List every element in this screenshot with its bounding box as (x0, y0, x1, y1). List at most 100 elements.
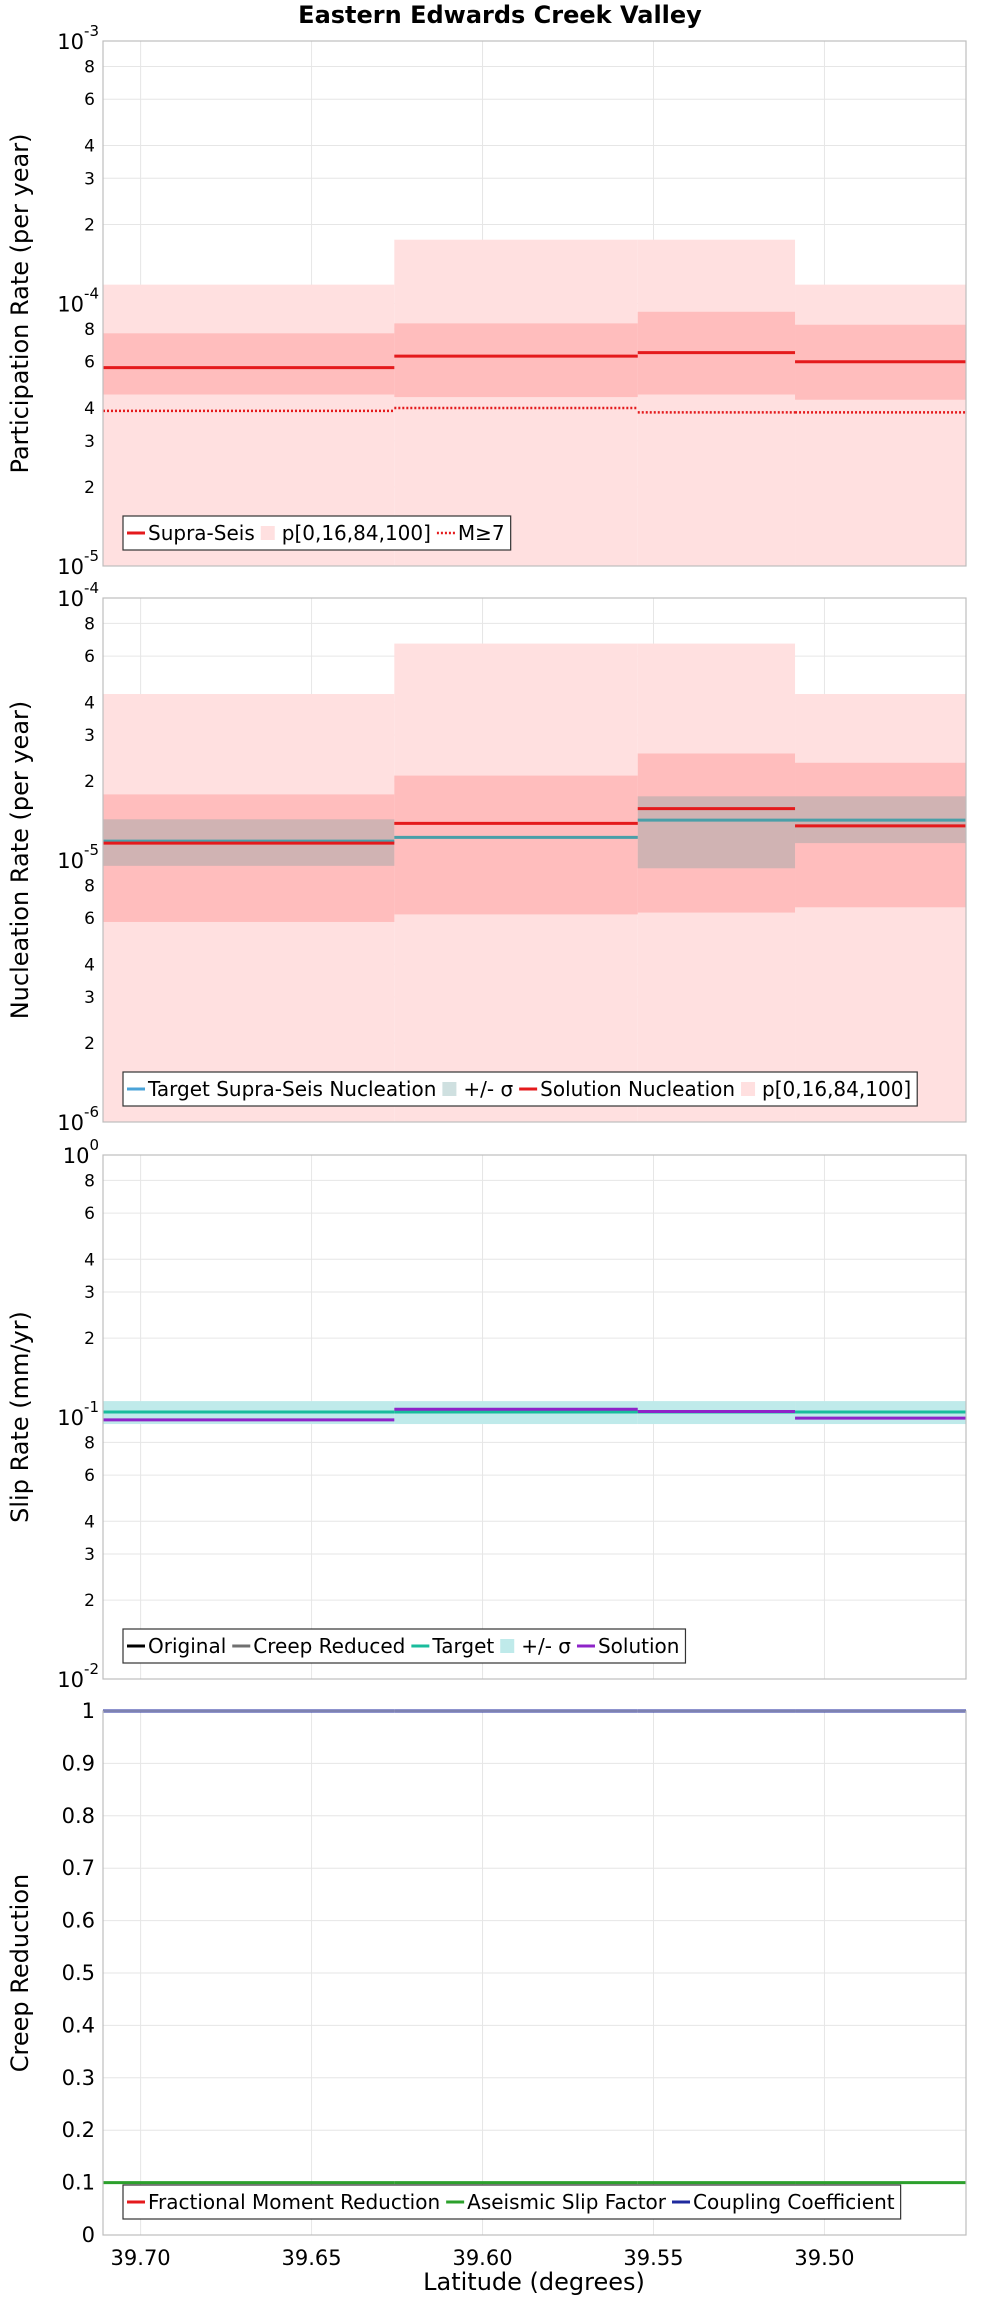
y-tick-label: 10-2 (57, 1660, 99, 1692)
y-minor-tick-label: 8 (84, 57, 95, 77)
y-tick-label: 0.3 (62, 2066, 95, 2090)
band-segment (394, 239, 638, 566)
band-segment (795, 762, 966, 908)
y-tick-base: 10 (57, 1111, 84, 1135)
legend-label: M≥7 (458, 521, 505, 545)
x-tick-labels: 39.70 39.65 39.60 39.55 39.50 (111, 2246, 855, 2270)
plot-frame (102, 40, 967, 567)
legend-label: Fractional Moment Reduction (148, 2190, 440, 2214)
legend-box (122, 2184, 902, 2220)
y-tick-label: 0.7 (62, 1856, 95, 1880)
band-segment (795, 694, 966, 1122)
y-tick-base: 10 (57, 30, 84, 54)
y-tick-exponent: -2 (84, 1660, 99, 1678)
y-minor-tick-label: 6 (84, 1204, 95, 1224)
plot-frame (102, 597, 967, 1123)
band-segment (637, 796, 796, 869)
x-axis-label: Latitude (degrees) (423, 2268, 645, 2296)
x-tick-label: 39.55 (623, 2246, 683, 2270)
series-target-supra-seis-nucleation (103, 818, 966, 843)
plot-frame (102, 1710, 967, 2236)
legend: Original Creep Reduced Target +/- σ Solution (122, 1628, 687, 1664)
y-minor-tick-label: 2 (84, 1034, 95, 1054)
y-tick-label: 1 (82, 1699, 95, 1723)
y-minor-tick-label: 3 (84, 1283, 95, 1303)
band-segment (637, 239, 796, 566)
band-2 (103, 753, 966, 922)
y-minor-tick-label: 4 (84, 1250, 95, 1270)
y-minor-tick-label: 6 (84, 909, 95, 929)
legend-label: Coupling Coefficient (693, 2190, 895, 2214)
y-minor-tick-label: 4 (84, 693, 95, 713)
legend-label: p[0,16,84,100] (282, 521, 431, 545)
x-tick-label: 39.70 (111, 2246, 171, 2270)
legend: Fractional Moment Reduction Aseismic Slip… (122, 2184, 902, 2220)
legend-swatch-patch (260, 526, 275, 540)
y-tick-exponent: -3 (84, 22, 99, 40)
legend-label: Target Supra-Seis Nucleation (147, 1077, 436, 1101)
legend-label: Aseismic Slip Factor (467, 2190, 667, 2214)
legend-swatch-patch (500, 1639, 515, 1653)
legend-label: Solution Nucleation (540, 1077, 735, 1101)
legend-swatch-patch (442, 1082, 457, 1096)
y-minor-tick-label: 6 (84, 1466, 95, 1486)
y-minor-tick-label: 2 (84, 772, 95, 792)
x-tick-label: 39.65 (282, 2246, 342, 2270)
y-tick-exponent: -6 (84, 1103, 99, 1121)
x-tick-label: 39.50 (794, 2246, 854, 2270)
y-tick-base: 10 (57, 1406, 84, 1430)
plot-frame (102, 1154, 967, 1680)
y-tick-exponent: -1 (84, 1398, 99, 1416)
y-tick-exponent: -5 (84, 547, 99, 565)
y-tick-base: 10 (57, 293, 84, 317)
y-tick-label: 0.5 (62, 1961, 95, 1985)
y-tick-base: 10 (57, 849, 84, 873)
y-tick-label: 0.9 (62, 1751, 95, 1775)
legend-label: Target (431, 1634, 494, 1658)
y-tick-exponent: -4 (84, 579, 99, 597)
band-segment (103, 333, 395, 395)
y-minor-tick-label: 8 (84, 1171, 95, 1191)
legend-label: +/- σ (521, 1634, 571, 1658)
chart-title: Eastern Edwards Creek Valley (298, 1, 702, 29)
y-minor-tick-label: 2 (84, 1591, 95, 1611)
y-tick-label: 0.6 (62, 1909, 95, 1933)
y-tick-base: 10 (57, 587, 84, 611)
y-tick-base: 10 (57, 555, 84, 579)
y-axis-label: Creep Reduction (6, 1874, 34, 2072)
legend-label: p[0,16,84,100] (762, 1077, 911, 1101)
y-minor-tick-label: 8 (84, 876, 95, 896)
y-minor-tick-label: 3 (84, 169, 95, 189)
legend-label: Original (148, 1634, 226, 1658)
y-tick-label: 0 (82, 2223, 95, 2247)
y-tick-label: 10-5 (57, 547, 99, 579)
series-supra-seis (103, 351, 966, 370)
legend-label: +/- σ (463, 1077, 513, 1101)
y-minor-tick-label: 8 (84, 1433, 95, 1453)
series-m-7 (103, 406, 966, 414)
series-solution-nucleation (103, 807, 966, 845)
y-tick-exponent: -5 (84, 841, 99, 859)
y-minor-tick-label: 3 (84, 1545, 95, 1565)
band-segment (103, 794, 395, 922)
panel-4: 0 0.1 0.2 0.3 0.4 0.5 0.6 0.7 0.8 0.9 1 Creep Reduc… (6, 1699, 967, 2247)
y-minor-tick-label: 4 (84, 399, 95, 419)
y-minor-tick-label: 4 (84, 136, 95, 156)
y-minor-tick-label: 3 (84, 726, 95, 746)
y-axis-label: Participation Rate (per year) (6, 134, 34, 474)
y-minor-tick-label: 8 (84, 320, 95, 340)
y-minor-tick-label: 4 (84, 1512, 95, 1532)
y-tick-labels: 0 0.1 0.2 0.3 0.4 0.5 0.6 0.7 0.8 0.9 1 (62, 1699, 95, 2247)
legend: Target Supra-Seis Nucleation +/- σ Solutio… (122, 1071, 918, 1107)
legend: Supra-Seis p[0,16,84,100] M≥7 (122, 515, 512, 551)
y-tick-label: 0.1 (62, 2171, 95, 2195)
y-tick-label: 10-4 (57, 285, 99, 317)
series-solution (103, 1407, 966, 1422)
y-tick-label: 10-1 (57, 1398, 99, 1430)
